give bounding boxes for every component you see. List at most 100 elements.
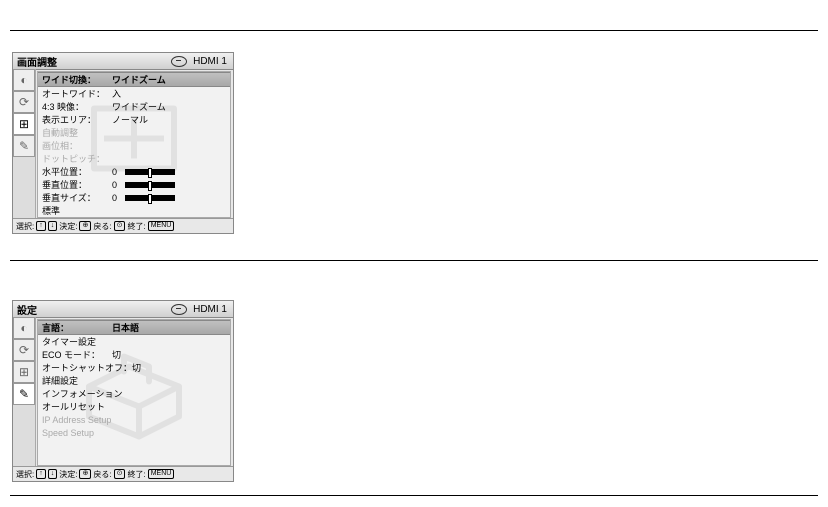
panel1-source: HDMI 1 (171, 56, 227, 67)
tab-picture-icon[interactable]: ◐ (13, 317, 35, 339)
key-down-icon: ↓ (48, 221, 58, 231)
row-information[interactable]: インフォメーション (38, 387, 230, 400)
tab-sound-icon[interactable]: ⟳ (13, 339, 35, 361)
row-timer[interactable]: タイマー設定 (38, 335, 230, 348)
panel1-content: ワイド切換： ワイドズーム オートワイド： 入 4:3 映像： ワイドズーム 表… (37, 71, 231, 218)
rule-1 (10, 30, 818, 31)
key-down-icon: ↓ (48, 469, 58, 479)
footer-confirm: 決定: (59, 469, 77, 480)
key-up-icon: ↑ (36, 221, 46, 231)
footer-exit: 終了: (127, 221, 145, 232)
input-icon (171, 304, 187, 315)
slider[interactable] (125, 182, 175, 188)
label: 詳細設定 (42, 374, 112, 387)
value: 0 (112, 180, 117, 190)
footer-exit: 終了: (127, 469, 145, 480)
footer-select: 選択: (16, 469, 34, 480)
value: 日本語 (112, 321, 139, 334)
slider[interactable] (125, 169, 175, 175)
row-eco[interactable]: ECO モード： 切 (38, 348, 230, 361)
tab-setup-icon[interactable]: ✎ (13, 383, 35, 405)
value: ノーマル (112, 113, 148, 126)
row-autoshutoff[interactable]: オートシャットオフ： 切 (38, 361, 230, 374)
label: 画位相： (42, 139, 112, 152)
input-icon (171, 56, 187, 67)
label: 標準 (42, 204, 112, 217)
panel2-footer: 選択: ↑↓ 決定: ⊕ 戻る: ⊙ 終了: MENU (13, 466, 233, 481)
value: ワイドズーム (112, 73, 166, 86)
tab-setup-icon[interactable]: ✎ (13, 135, 35, 157)
row-43[interactable]: 4:3 映像： ワイドズーム (38, 100, 230, 113)
label: IP Address Setup (42, 415, 162, 425)
row-auto-adjust: 自動調整 (38, 126, 230, 139)
slider[interactable] (125, 195, 175, 201)
row-autowide[interactable]: オートワイド： 入 (38, 87, 230, 100)
row-dotpitch: ドットピッチ： (38, 152, 230, 165)
row-hpos[interactable]: 水平位置： 0 (38, 165, 230, 178)
tab-screen-icon[interactable]: ⊞ (13, 361, 35, 383)
label: オートワイド： (42, 87, 112, 100)
value: 入 (112, 87, 121, 100)
row-phase: 画位相： (38, 139, 230, 152)
panel1-title: 画面調整 (17, 54, 57, 69)
row-allreset[interactable]: オールリセット (38, 400, 230, 413)
footer-confirm: 決定: (59, 221, 77, 232)
value: 切 (132, 361, 141, 374)
panel2-sidebar: ◐ ⟳ ⊞ ✎ (13, 317, 36, 467)
panel1-footer: 選択: ↑↓ 決定: ⊕ 戻る: ⊙ 終了: MENU (13, 218, 233, 233)
label: 垂直サイズ： (42, 191, 112, 204)
label: 自動調整 (42, 126, 112, 139)
key-menu-icon: MENU (148, 469, 175, 479)
footer-back: 戻る: (93, 221, 111, 232)
row-wide-mode[interactable]: ワイド切換： ワイドズーム (38, 72, 230, 87)
label: オートシャットオフ： (42, 361, 132, 374)
row-default[interactable]: 標準 (38, 204, 230, 217)
panel2-content: 言語： 日本語 タイマー設定 ECO モード： 切 オートシャットオフ： 切 詳… (37, 319, 231, 466)
label: ワイド切換： (42, 73, 112, 86)
rule-2 (10, 260, 818, 261)
label: 言語： (42, 321, 112, 334)
row-advanced[interactable]: 詳細設定 (38, 374, 230, 387)
panel2-source-text: HDMI 1 (193, 304, 227, 315)
value: 0 (112, 193, 117, 203)
value: ワイドズーム (112, 100, 166, 113)
row-ip: IP Address Setup (38, 413, 230, 426)
panel2-title: 設定 (17, 302, 37, 317)
label: ドットピッチ： (42, 152, 112, 165)
row-vpos[interactable]: 垂直位置： 0 (38, 178, 230, 191)
panel-screen-adjust: 画面調整 HDMI 1 ◐ ⟳ ⊞ ✎ ワイド切換： ワイドズーム オートワイド… (12, 52, 234, 234)
label: 表示エリア： (42, 113, 112, 126)
row-speed: Speed Setup (38, 426, 230, 439)
row-language[interactable]: 言語： 日本語 (38, 320, 230, 335)
key-up-icon: ↑ (36, 469, 46, 479)
tab-sound-icon[interactable]: ⟳ (13, 91, 35, 113)
panel1-titlebar: 画面調整 HDMI 1 (13, 53, 233, 70)
label: Speed Setup (42, 428, 162, 438)
key-back-icon: ⊙ (114, 221, 126, 231)
label: タイマー設定 (42, 335, 112, 348)
key-enter-icon: ⊕ (79, 221, 91, 231)
panel-setup: 設定 HDMI 1 ◐ ⟳ ⊞ ✎ 言語： 日本語 タイマー (12, 300, 234, 482)
row-vsize[interactable]: 垂直サイズ： 0 (38, 191, 230, 204)
tab-picture-icon[interactable]: ◐ (13, 69, 35, 91)
panel2-titlebar: 設定 HDMI 1 (13, 301, 233, 318)
tab-screen-icon[interactable]: ⊞ (13, 113, 35, 135)
label: ECO モード： (42, 348, 112, 361)
key-back-icon: ⊙ (114, 469, 126, 479)
footer-select: 選択: (16, 221, 34, 232)
label: 垂直位置： (42, 178, 112, 191)
row-display-area[interactable]: 表示エリア： ノーマル (38, 113, 230, 126)
value: 切 (112, 348, 121, 361)
panel2-source: HDMI 1 (171, 304, 227, 315)
label: 水平位置： (42, 165, 112, 178)
key-menu-icon: MENU (148, 221, 175, 231)
value: 0 (112, 167, 117, 177)
label: 4:3 映像： (42, 100, 112, 113)
footer-back: 戻る: (93, 469, 111, 480)
rule-3 (10, 495, 818, 496)
panel1-source-text: HDMI 1 (193, 56, 227, 67)
panel1-sidebar: ◐ ⟳ ⊞ ✎ (13, 69, 36, 219)
key-enter-icon: ⊕ (79, 469, 91, 479)
label: オールリセット (42, 400, 112, 413)
label: インフォメーション (42, 387, 142, 400)
